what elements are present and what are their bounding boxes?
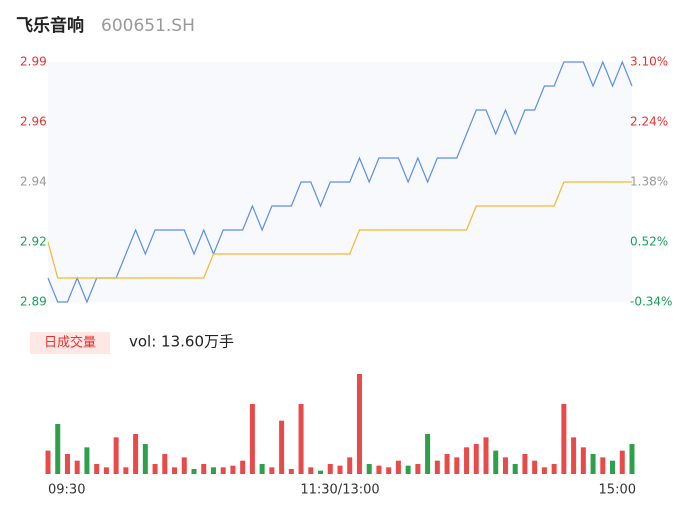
y-tick-label: 2.92 — [20, 235, 47, 249]
volume-bar — [464, 447, 470, 474]
volume-bar — [279, 420, 285, 474]
volume-bar — [94, 464, 100, 474]
volume-bar — [366, 464, 372, 474]
volume-bar — [133, 434, 139, 474]
volume-bar — [386, 467, 392, 474]
y2-tick-label: 1.38% — [630, 175, 668, 189]
y-tick-label: 2.96 — [20, 115, 47, 129]
volume-bar — [522, 454, 528, 474]
volume-bar — [240, 460, 246, 474]
volume-bar — [395, 460, 401, 474]
volume-bar — [600, 457, 606, 474]
volume-bar — [142, 444, 148, 474]
volume-bar — [454, 457, 460, 474]
volume-bar — [64, 454, 70, 474]
volume-bar — [590, 454, 596, 474]
volume-bar — [376, 465, 382, 474]
volume-bar — [288, 469, 294, 474]
volume-bar — [113, 437, 119, 474]
y2-tick-label: 0.52% — [630, 235, 668, 249]
price-line — [47, 60, 633, 304]
volume-summary: vol: 13.60万手 — [129, 333, 234, 351]
stock-code: 600651.SH — [101, 16, 195, 36]
volume-bar — [551, 464, 557, 474]
x-tick-label: 11:30/13:00 — [300, 483, 379, 498]
volume-bar — [152, 464, 158, 474]
volume-bar — [610, 460, 616, 474]
legend-box — [30, 332, 110, 354]
y-tick-label: 2.99 — [20, 55, 47, 69]
volume-bar — [230, 465, 236, 474]
volume-bar — [629, 444, 635, 474]
y-tick-label: 2.89 — [20, 295, 47, 309]
volume-bar — [619, 450, 625, 474]
y2-tick-label: 3.10% — [630, 55, 668, 69]
volume-bar — [191, 469, 197, 474]
volume-bar — [201, 464, 207, 474]
volume-bar — [74, 460, 80, 474]
volume-bar — [356, 374, 362, 474]
volume-bar — [571, 437, 577, 474]
volume-bar — [181, 457, 187, 474]
legend-label: 日成交量 — [44, 335, 96, 351]
volume-bar — [45, 450, 51, 474]
volume-bar — [210, 467, 216, 474]
volume-bar — [84, 447, 90, 474]
volume-bar — [308, 467, 314, 474]
x-tick-label: 15:00 — [599, 483, 636, 498]
volume-bar — [444, 454, 450, 474]
volume-bar — [55, 424, 61, 474]
volume-bar — [269, 467, 275, 474]
volume-bar — [415, 464, 421, 474]
volume-bar — [103, 467, 109, 474]
volume-bar — [502, 457, 508, 474]
volume-bar — [259, 464, 265, 474]
x-tick-label: 09:30 — [48, 483, 85, 498]
volume-bar — [347, 457, 353, 474]
volume-bar — [532, 460, 538, 474]
volume-bar — [434, 460, 440, 474]
y-tick-label: 2.94 — [20, 175, 47, 189]
volume-bar — [493, 450, 499, 474]
y2-tick-label: 2.24% — [630, 115, 668, 129]
volume-bar — [327, 464, 333, 474]
stock-name: 飞乐音响 — [16, 15, 84, 36]
volume-bar — [298, 404, 304, 474]
volume-bar — [561, 404, 567, 474]
volume-bar — [512, 464, 518, 474]
volume-bar — [405, 465, 411, 474]
volume-bar — [425, 434, 431, 474]
volume-bar — [483, 437, 489, 474]
volume-bar — [473, 444, 479, 474]
volume-bar — [318, 470, 324, 474]
volume-bar — [220, 467, 226, 474]
volume-bar — [162, 454, 168, 474]
volume-bar — [172, 467, 178, 474]
y2-tick-label: -0.34% — [630, 295, 672, 309]
volume-bar — [541, 467, 547, 474]
volume-bar — [580, 447, 586, 474]
price-line — [47, 181, 632, 279]
volume-bar — [249, 404, 255, 474]
volume-bar — [123, 467, 129, 474]
volume-bar — [337, 465, 343, 474]
